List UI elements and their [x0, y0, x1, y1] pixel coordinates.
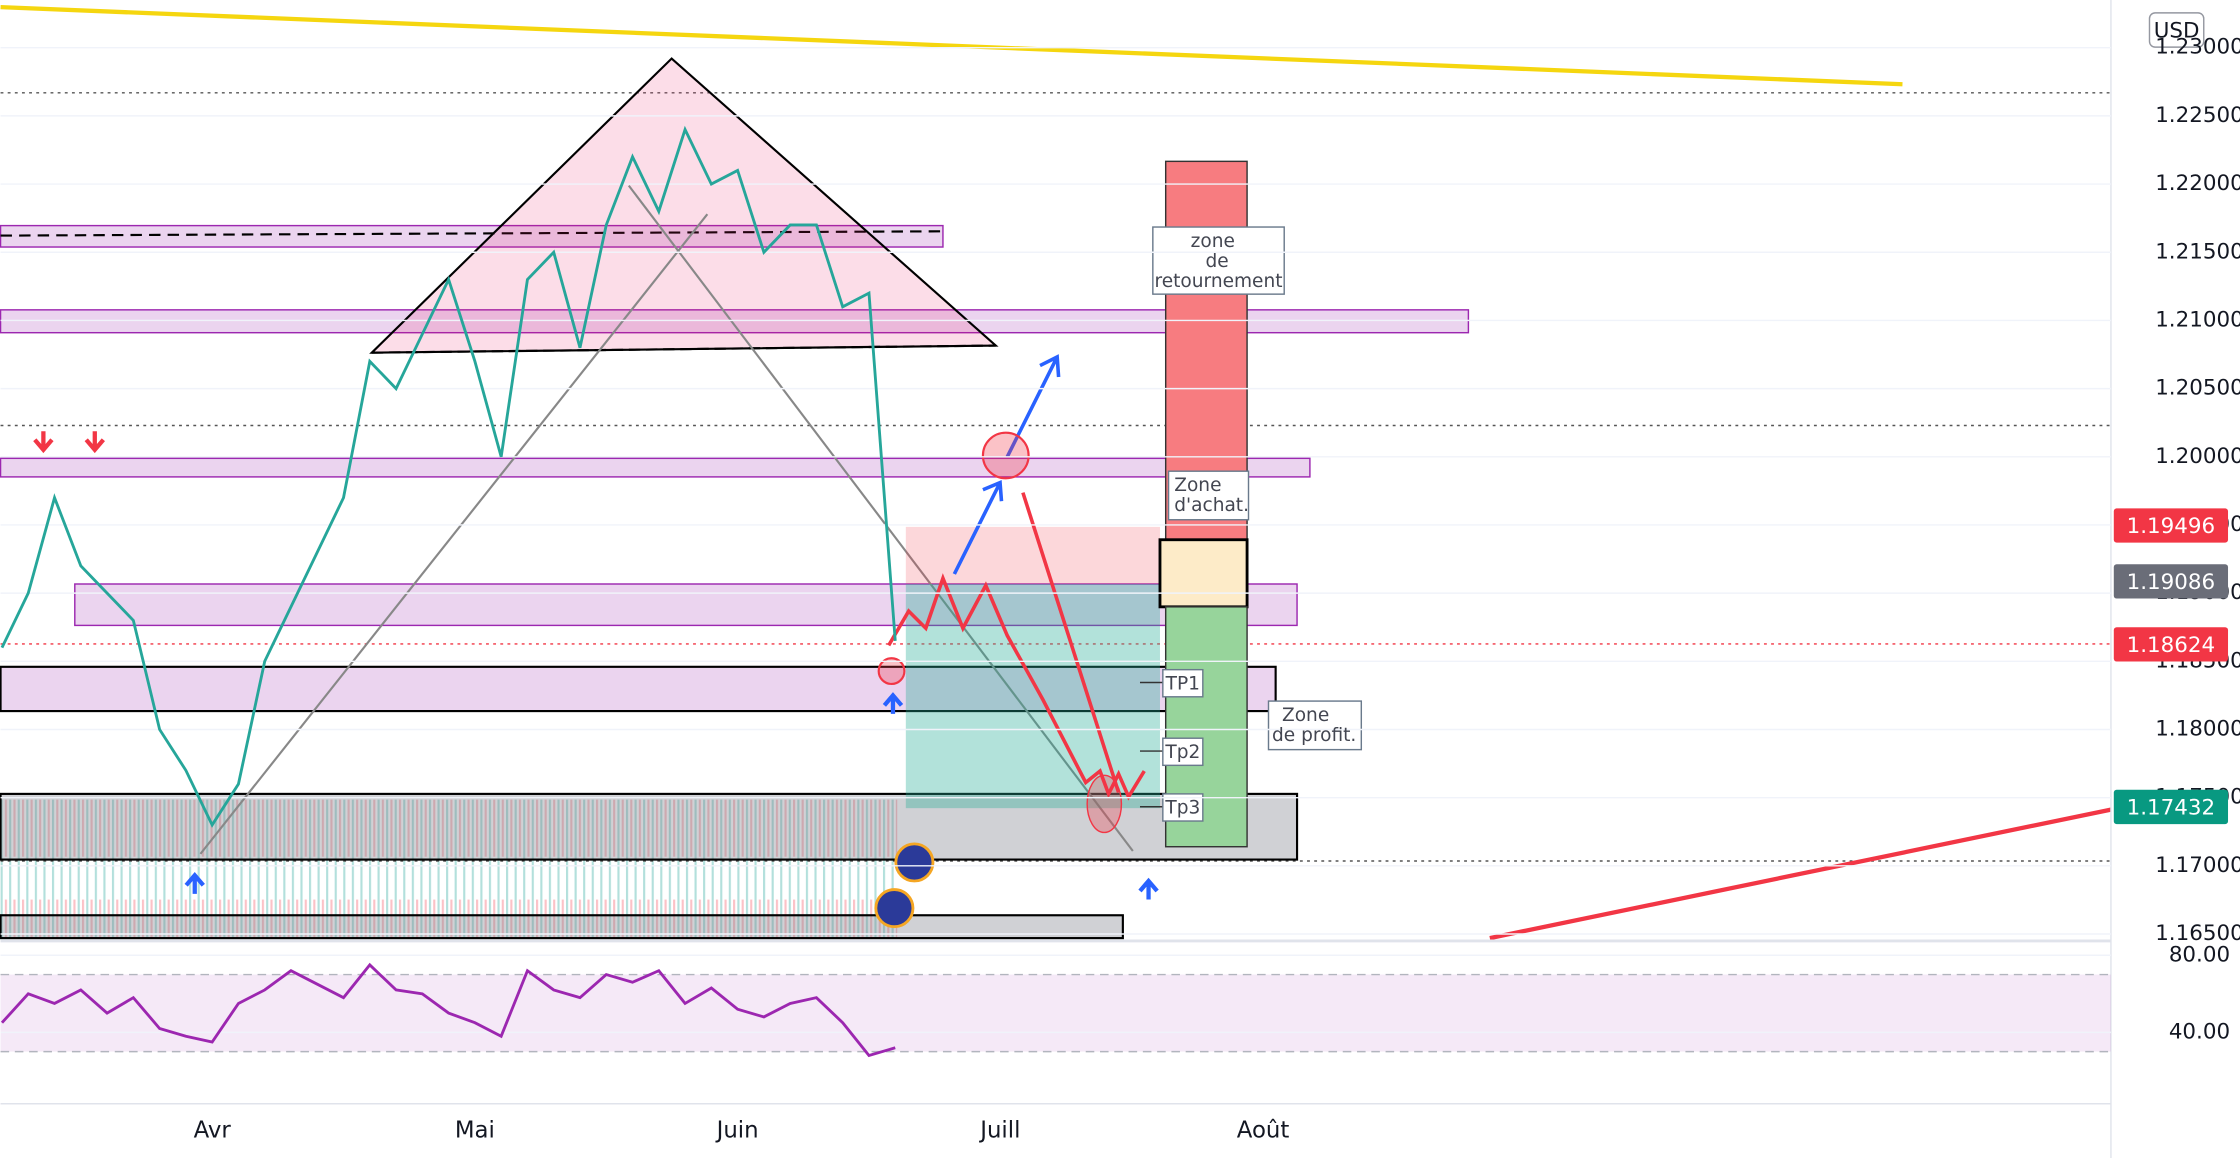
annotation: retournement	[1155, 271, 1283, 292]
dashed-line	[371, 344, 996, 354]
y-tick-label: 1.21500	[2155, 239, 2240, 264]
signal-arrow	[33, 431, 105, 454]
price-tag-label: 1.18624	[2127, 633, 2216, 658]
y-tick-label: 1.21000	[2155, 307, 2240, 332]
leader-line	[1139, 681, 1163, 808]
circle	[1086, 774, 1123, 834]
stop-zone	[905, 526, 1160, 584]
y-tick-label: 1.20000	[2155, 444, 2240, 469]
price-tag	[2113, 789, 2229, 825]
zone	[0, 309, 1470, 334]
annotation: zone	[1191, 231, 1235, 252]
label-box	[1162, 737, 1204, 767]
target-label: Tp3	[1164, 798, 1200, 819]
label-box	[1267, 700, 1363, 751]
price-tag-label: 1.17432	[2127, 795, 2216, 820]
annotation: d'achat.	[1174, 495, 1249, 516]
annotation: de	[1206, 251, 1229, 272]
arrow	[952, 354, 1061, 575]
currency-box	[2148, 12, 2205, 48]
series-line	[0, 125, 897, 828]
target-label: TP1	[1165, 673, 1200, 694]
annotation: de profit.	[1272, 725, 1356, 746]
annotation: Zone	[1174, 475, 1221, 496]
y-tick-label: 1.23000	[2155, 35, 2240, 60]
label-box	[1152, 226, 1285, 295]
series-line	[0, 962, 896, 1058]
x-tick-label: Juin	[715, 1117, 759, 1143]
zone	[0, 665, 1277, 713]
zone	[0, 914, 1124, 940]
trend-line	[1489, 807, 2112, 941]
rsi-band	[0, 974, 2111, 1052]
y-tick-label: 1.22500	[2155, 103, 2240, 128]
event-icon	[894, 842, 935, 883]
currency: USD	[2154, 18, 2200, 43]
dashed-line	[0, 230, 943, 237]
y-tick-label: 40.00	[2169, 1019, 2230, 1044]
target-label: Tp2	[1164, 742, 1200, 763]
price-tag	[2113, 564, 2229, 599]
event-icon	[874, 888, 915, 929]
price-tag	[2113, 627, 2229, 662]
zone	[0, 792, 1299, 861]
trend-line	[627, 184, 1134, 852]
buy-bar	[1158, 538, 1249, 609]
price-tag-label: 1.19086	[2127, 570, 2216, 595]
price-tag	[2113, 508, 2229, 543]
label-box	[1162, 668, 1204, 698]
zone	[0, 457, 1311, 478]
triangle	[369, 57, 999, 354]
x-tick-label: Mai	[455, 1117, 495, 1143]
y-tick-label: 1.18000	[2155, 716, 2240, 741]
x-tick-label: Avr	[194, 1117, 232, 1143]
label-box	[1162, 793, 1204, 822]
target-zone	[905, 583, 1160, 809]
path-sketch	[1021, 492, 1121, 794]
circle	[877, 657, 906, 686]
annotation: Zone	[1282, 705, 1329, 726]
x-tick-label: Juill	[978, 1117, 1020, 1143]
y-tick-label: 1.17000	[2155, 853, 2240, 878]
zone	[74, 583, 1298, 627]
price-tag-label: 1.19496	[2127, 514, 2216, 539]
zone	[0, 224, 944, 248]
y-tick-label: 1.16500	[2155, 921, 2240, 946]
path-sketch	[887, 573, 1146, 801]
x-tick-label: Août	[1237, 1117, 1290, 1143]
trend-line	[0, 4, 1903, 87]
label-box	[1167, 470, 1250, 521]
y-tick-label: 1.20500	[2155, 376, 2240, 401]
signal-arrow	[184, 692, 1159, 900]
y-tick-label: 1.22000	[2155, 171, 2240, 196]
y-tick-label: 80.00	[2169, 942, 2230, 967]
circle	[981, 431, 1030, 480]
